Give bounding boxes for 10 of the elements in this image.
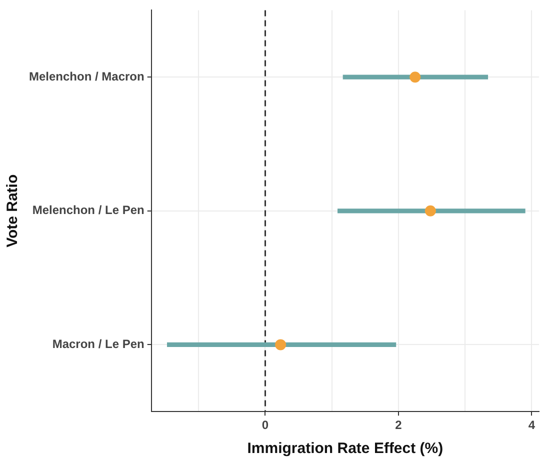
bar	[338, 208, 526, 214]
x-axis-title: Immigration Rate Effect (%)	[247, 440, 444, 458]
x-tick-label: 4	[528, 418, 536, 432]
y-tick-label: Melenchon / Macron	[28, 69, 144, 84]
x-tick-label: 0	[262, 418, 269, 432]
bar	[167, 342, 396, 348]
y-tick-label: Macron / Le Pen	[52, 337, 144, 352]
y-axis-title: Vote Ratio	[4, 174, 22, 248]
y-tick-label: Melenchon / Le Pen	[32, 203, 144, 218]
x-tick-label: 2	[395, 418, 402, 432]
